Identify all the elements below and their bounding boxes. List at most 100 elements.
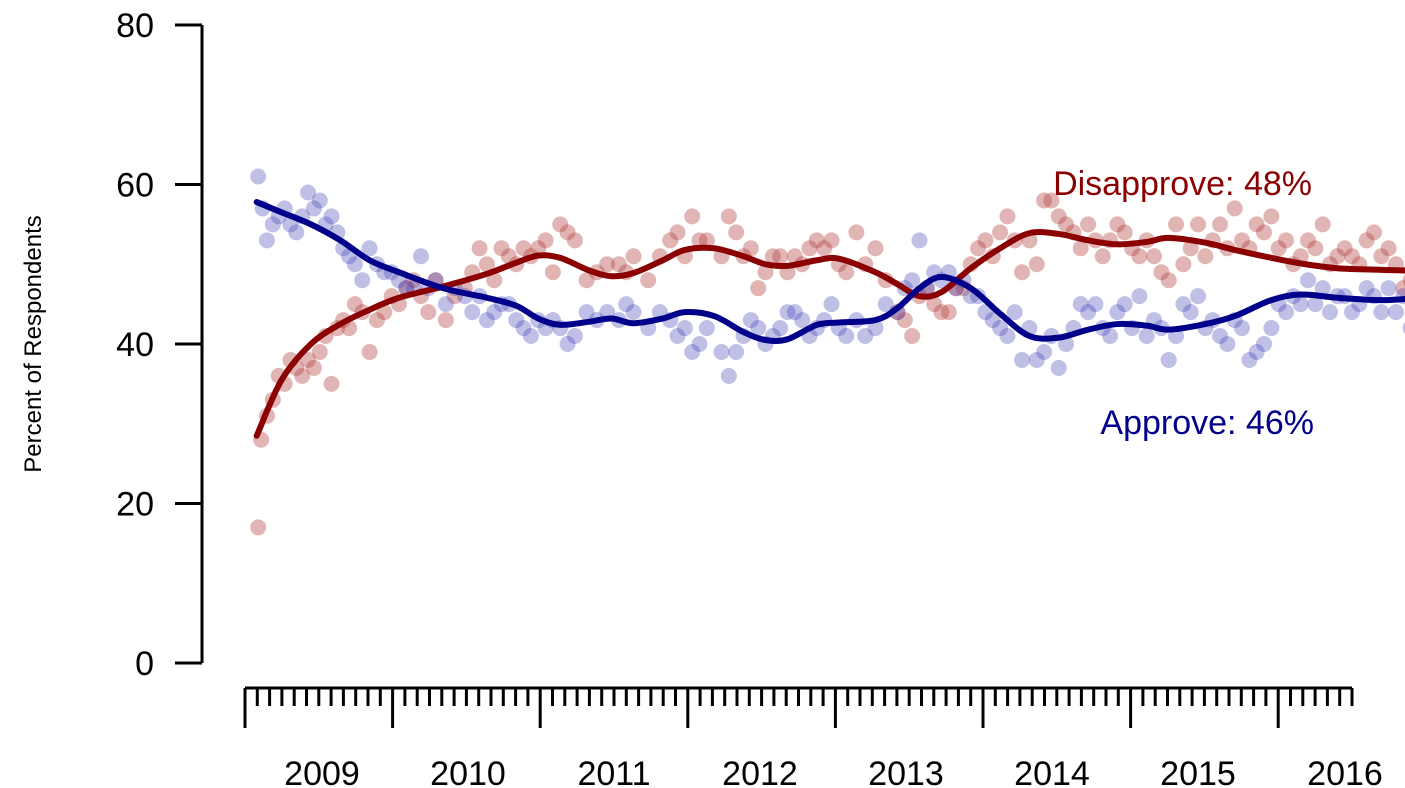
disapprove-point: [1146, 248, 1163, 265]
disapprove-point: [599, 256, 616, 273]
disapprove-point: [1197, 248, 1214, 265]
approve-point: [1028, 351, 1045, 368]
x-tick-label: 2009: [284, 755, 360, 788]
approve-point: [1292, 296, 1309, 313]
disapprove-point: [896, 312, 913, 329]
approve-point: [361, 240, 378, 257]
disapprove-point: [537, 232, 554, 249]
approve-point: [258, 232, 275, 249]
approve-point: [1402, 322, 1405, 334]
disapprove-point: [1043, 192, 1060, 209]
disapprove-point: [1365, 224, 1382, 241]
approve-point: [288, 224, 305, 241]
disapprove-point: [816, 240, 833, 257]
approve-point: [786, 304, 803, 321]
approve-point: [1014, 351, 1031, 368]
disapprove-point: [1168, 216, 1185, 233]
approve-point: [1080, 304, 1097, 321]
approve-point: [984, 312, 1001, 329]
disapprove-point: [1373, 248, 1390, 265]
approve-point: [264, 216, 281, 233]
disapprove-point: [361, 343, 378, 360]
approve-point: [779, 304, 796, 321]
approve-point: [1175, 296, 1192, 313]
disapprove-point: [662, 232, 679, 249]
disapprove-point: [691, 232, 708, 249]
disapprove-point: [764, 248, 781, 265]
disapprove-trend-line: [253, 229, 1405, 439]
disapprove-point: [250, 519, 267, 536]
disapprove-point: [437, 312, 454, 329]
approve-point: [1241, 351, 1258, 368]
disapprove-point: [999, 208, 1016, 225]
approve-point: [999, 328, 1016, 345]
approve-point: [1300, 272, 1317, 289]
disapprove-point: [610, 256, 627, 273]
disapprove-point: [1116, 224, 1133, 241]
y-tick-label: 60: [116, 167, 154, 205]
disapprove-point: [977, 232, 994, 249]
disapprove-point: [1175, 256, 1192, 273]
approve-point: [346, 256, 363, 273]
disapprove-point: [305, 359, 322, 376]
approve-point: [515, 320, 532, 337]
approve-point: [478, 312, 495, 329]
disapprove-point: [1153, 264, 1170, 281]
disapprove-point: [1080, 216, 1097, 233]
approve-point: [1248, 343, 1265, 360]
disapprove-point: [1094, 248, 1111, 265]
approve-label: Approve: 46%: [1100, 404, 1314, 442]
disapprove-point: [992, 224, 1009, 241]
approve-point: [1314, 280, 1331, 297]
disapprove-point: [1109, 216, 1126, 233]
approve-point: [412, 248, 429, 265]
disapprove-point: [1072, 240, 1089, 257]
approve-point: [625, 304, 642, 321]
approve-point: [1358, 280, 1375, 297]
disapprove-point: [867, 240, 884, 257]
disapprove-point: [848, 224, 865, 241]
disapprove-point: [1329, 248, 1346, 265]
approve-point: [1050, 359, 1067, 376]
disapprove-point: [1212, 216, 1229, 233]
disapprove-point: [515, 240, 532, 257]
disapprove-point: [757, 264, 774, 281]
disapprove-point: [720, 208, 737, 225]
disapprove-point: [1248, 216, 1265, 233]
approve-point: [1138, 328, 1155, 345]
disapprove-point: [728, 224, 745, 241]
approve-point: [1380, 280, 1397, 297]
y-tick-label: 20: [116, 486, 154, 524]
disapprove-point: [1278, 232, 1295, 249]
disapprove-point: [970, 240, 987, 257]
disapprove-point: [904, 328, 921, 345]
disapprove-point: [684, 208, 701, 225]
approve-point: [877, 296, 894, 313]
approve-point: [1109, 304, 1126, 321]
disapprove-point: [1182, 240, 1199, 257]
disapprove-point: [786, 248, 803, 265]
disapprove-point: [368, 312, 385, 329]
approve-point: [354, 272, 371, 289]
approve-point: [823, 296, 840, 313]
disapprove-point: [311, 343, 328, 360]
approve-point: [992, 320, 1009, 337]
approve-point: [1190, 288, 1207, 305]
approve-point: [1087, 296, 1104, 313]
x-tick-label: 2016: [1307, 755, 1383, 788]
approve-point: [720, 367, 737, 384]
approve-point: [1182, 304, 1199, 321]
disapprove-point: [1226, 200, 1243, 217]
disapprove-point: [1050, 208, 1067, 225]
approve-point: [867, 320, 884, 337]
disapprove-point: [838, 264, 855, 281]
disapprove-point: [1263, 208, 1280, 225]
approve-point: [691, 336, 708, 352]
disapprove-point: [669, 224, 686, 241]
disapprove-point: [1028, 256, 1045, 273]
disapprove-point: [486, 272, 503, 289]
disapprove-point: [823, 232, 840, 249]
approve-point: [911, 232, 928, 249]
disapprove-point: [471, 240, 488, 257]
approve-point: [1278, 304, 1295, 321]
